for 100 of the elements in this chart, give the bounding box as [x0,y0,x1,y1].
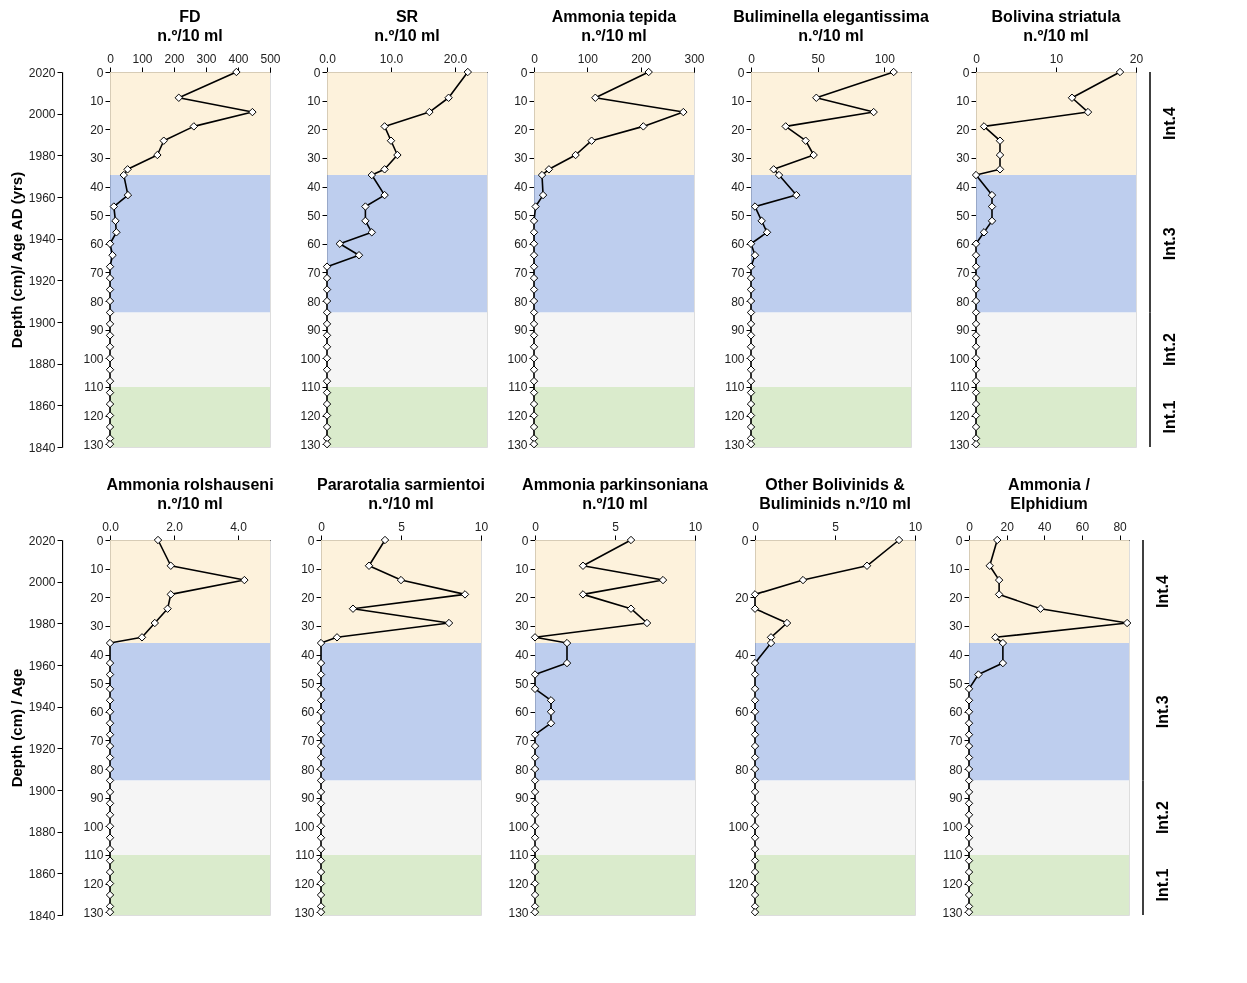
y-tick-label: 20 [307,122,321,137]
y-tick-label: 60 [949,705,963,720]
y-tick-label: 20 [956,122,970,137]
y-tick-label: 110 [295,848,315,863]
y-tick-label: 20 [731,122,745,137]
y-tick-label: 70 [956,265,970,280]
x-tick-label: 200 [631,51,652,66]
y-tick-label: 30 [731,151,745,166]
y-tick-label: 120 [300,409,321,424]
y-tick-label: 110 [84,848,104,863]
x-tick-label: 40 [1038,519,1052,534]
x-tick-label: 100 [132,51,153,66]
band-label: Int.2 [1161,333,1178,367]
chart-subtitle: Buliminids n.º/10 ml [759,495,911,512]
chart-subtitle: n.º/10 ml [157,495,223,512]
y-tick-label: 30 [90,619,104,634]
y-tick-label: 50 [731,208,745,223]
x-tick-label: 200 [164,51,185,66]
y-tick-label: 130 [294,905,315,920]
y-tick-label: 70 [307,265,321,280]
y-tick-label: 120 [507,409,528,424]
x-tick-label: 100 [577,51,599,66]
y-tick-label: 10 [90,562,104,577]
chart-title: SR [395,8,419,25]
y2-tick-label: 1860 [28,866,56,881]
y2-tick-label: 2020 [28,65,56,80]
y2-tick-label: 1960 [28,658,56,673]
chart-title: Ammonia / [1008,476,1091,493]
chart-subtitle: Elphidium [1010,495,1088,512]
chart-title: Bolivina striatula [991,8,1121,25]
y-tick-label: 100 [294,819,315,834]
chart-title: FD [179,8,201,25]
y-tick-label: 110 [508,380,528,395]
y-tick-label: 60 [307,237,321,252]
y-tick-label: 100 [942,819,963,834]
y-tick-label: 70 [301,733,315,748]
y-tick-label: 40 [301,648,315,662]
x-tick-label: 5 [612,519,620,534]
y2-tick-label: 1920 [28,273,56,288]
y-tick-label: 40 [956,180,970,194]
y-tick-label: 30 [956,151,970,166]
x-tick-label: 4.0 [230,519,248,534]
y-tick-label: 110 [950,380,970,395]
y-tick-label: 90 [956,323,970,338]
x-tick-label: 0 [973,51,981,66]
y2-tick-label: 2000 [28,575,56,590]
y-tick-label: 0 [737,65,745,80]
y-tick-label: 80 [731,294,745,309]
y-tick-label: 70 [514,265,528,280]
y-tick-label: 40 [735,648,749,662]
y-tick-label: 130 [507,437,528,452]
y-tick-label: 130 [949,437,970,452]
x-tick-label: 50 [811,51,826,66]
y-tick-label: 30 [949,619,963,634]
y-tick-label: 110 [509,848,529,863]
y2-tick-label: 1880 [28,357,56,372]
y-tick-label: 80 [90,762,104,777]
y-tick-label: 50 [514,208,528,223]
chart-subtitle: n.º/10 ml [1023,27,1089,44]
y-tick-label: 60 [515,705,529,720]
y2-tick-label: 1920 [28,741,56,756]
y-tick-label: 60 [90,705,104,720]
y-tick-label: 90 [90,791,104,806]
chart-subtitle: n.º/10 ml [374,27,440,44]
y-tick-label: 120 [508,877,529,892]
y-tick-label: 10 [515,562,529,577]
chart-title: Ammonia rolshauseni [106,476,274,493]
y-tick-label: 130 [83,905,104,920]
x-tick-label: 0.0 [102,519,120,534]
y-tick-label: 110 [725,380,745,395]
y-tick-label: 50 [90,208,104,223]
y-tick-label: 10 [949,562,963,577]
x-tick-label: 10 [908,519,923,534]
x-tick-label: 80 [1113,519,1128,534]
y-tick-label: 50 [956,208,970,223]
y-tick-label: 100 [507,351,528,366]
y-tick-label: 10 [731,94,745,109]
y-tick-label: 90 [515,791,529,806]
chart-title: Ammonia parkinsoniana [522,476,709,493]
y-tick-label: 60 [731,237,745,252]
y-tick-label: 70 [515,733,529,748]
y-tick-label: 80 [949,762,963,777]
y-tick-label: 100 [83,351,104,366]
y-tick-label: 130 [83,437,104,452]
y2-tick-label: 1900 [28,783,56,798]
y-tick-label: 120 [942,877,963,892]
y2-axis-title: Depth (cm)/ Age AD (yrs) [7,171,25,349]
band-label: Int.4 [1161,106,1178,140]
band-label: Int.3 [1154,695,1171,729]
y-tick-label: 70 [90,733,104,748]
y-tick-label: 120 [724,409,745,424]
y-tick-label: 20 [90,122,104,137]
y-tick-label: 80 [514,294,528,309]
chart-subtitle: n.º/10 ml [582,495,648,512]
y-tick-label: 60 [514,237,528,252]
x-tick-label: 5 [398,519,406,534]
chart-subtitle: n.º/10 ml [581,27,647,44]
y-tick-label: 50 [301,676,315,691]
chart-title: Buliminella elegantissima [733,8,929,25]
chart-subtitle: n.º/10 ml [368,495,434,512]
